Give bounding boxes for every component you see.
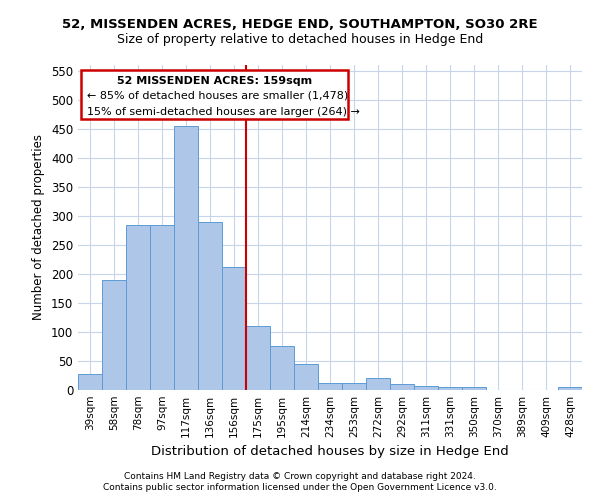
X-axis label: Distribution of detached houses by size in Hedge End: Distribution of detached houses by size … xyxy=(151,446,509,458)
Text: ← 85% of detached houses are smaller (1,478): ← 85% of detached houses are smaller (1,… xyxy=(86,91,348,101)
Bar xyxy=(270,346,294,390)
Y-axis label: Number of detached properties: Number of detached properties xyxy=(32,134,46,320)
Text: Contains HM Land Registry data © Crown copyright and database right 2024.: Contains HM Land Registry data © Crown c… xyxy=(124,472,476,481)
Bar xyxy=(390,384,414,390)
Bar xyxy=(246,326,270,390)
Bar xyxy=(558,387,582,390)
Bar xyxy=(342,383,366,390)
Bar xyxy=(174,126,198,390)
Bar xyxy=(198,222,222,390)
Text: Size of property relative to detached houses in Hedge End: Size of property relative to detached ho… xyxy=(117,32,483,46)
Bar xyxy=(462,387,486,390)
Bar xyxy=(222,267,246,390)
Text: 52, MISSENDEN ACRES, HEDGE END, SOUTHAMPTON, SO30 2RE: 52, MISSENDEN ACRES, HEDGE END, SOUTHAMP… xyxy=(62,18,538,30)
Text: Contains public sector information licensed under the Open Government Licence v3: Contains public sector information licen… xyxy=(103,483,497,492)
Bar xyxy=(102,280,126,390)
Text: 52 MISSENDEN ACRES: 159sqm: 52 MISSENDEN ACRES: 159sqm xyxy=(116,76,311,86)
Bar xyxy=(78,374,102,390)
Bar xyxy=(150,224,174,390)
Text: 15% of semi-detached houses are larger (264) →: 15% of semi-detached houses are larger (… xyxy=(86,108,359,117)
Bar xyxy=(366,378,390,390)
FancyBboxPatch shape xyxy=(80,70,347,118)
Bar xyxy=(126,224,150,390)
Bar xyxy=(318,383,342,390)
Bar xyxy=(438,387,462,390)
Bar xyxy=(414,386,438,390)
Bar xyxy=(294,364,318,390)
